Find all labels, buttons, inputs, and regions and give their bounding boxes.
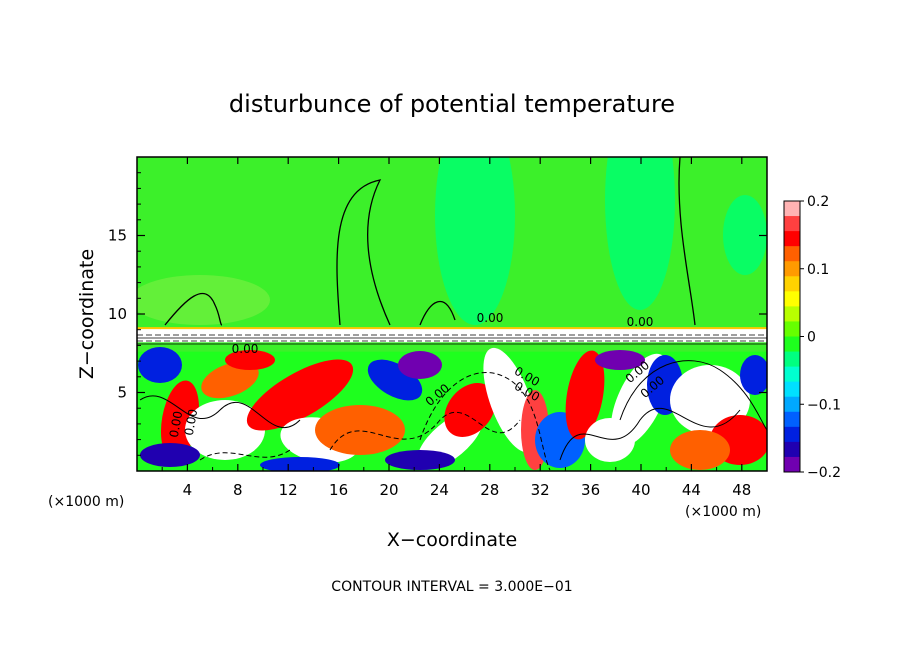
contour-label: 0.00	[167, 410, 185, 439]
field-blob	[140, 443, 200, 467]
x-tick-label: 20	[379, 481, 398, 499]
x-axis-ticks: 4 8 12 16 20 24 28 32 36 40 44 48	[161, 157, 751, 499]
colorbar-swatch	[784, 426, 800, 443]
x-tick-label: 16	[329, 481, 348, 499]
contour-label: 0.00	[182, 408, 200, 437]
field-blob	[444, 383, 496, 437]
zero-contour	[336, 179, 391, 326]
colorbar-swatch	[784, 396, 800, 413]
x-axis-label: X−coordinate	[387, 529, 517, 551]
contour-label: 0.00	[232, 342, 259, 356]
y-tick-label: 10	[108, 305, 127, 323]
field-layer: 0.00 0.000.000.000.00 0.000.000.000.000.00	[137, 157, 767, 471]
colorbar-tick-label: 0.1	[807, 262, 829, 278]
field-patch	[435, 157, 515, 325]
x-tick-label: 8	[233, 481, 243, 499]
contour-interval-note: CONTOUR INTERVAL = 3.000E−01	[331, 579, 572, 595]
field-patch	[137, 275, 270, 325]
colorbar: 0.2 0.1 0 −0.1 −0.2	[783, 194, 841, 481]
field-blob	[201, 361, 259, 399]
field-blob	[670, 430, 730, 470]
field-blob	[185, 400, 265, 460]
colorbar-swatch	[784, 456, 800, 473]
field-blob	[385, 450, 455, 470]
x-tick-label: 36	[581, 481, 600, 499]
x-unit-right: (×1000 m)	[685, 504, 761, 520]
field-blob	[225, 350, 275, 370]
field-blob	[740, 355, 767, 395]
field-blob	[315, 405, 405, 455]
y-tick-label: 15	[108, 227, 127, 245]
colorbar-swatch	[784, 261, 800, 277]
colorbar-swatch	[784, 291, 800, 307]
colorbar-swatch	[784, 201, 800, 217]
x-tick-label: 12	[279, 481, 298, 499]
colorbar-tick-label: 0.2	[807, 194, 829, 210]
lower-contour	[199, 449, 291, 461]
chart-title: disturbunce of potential temperature	[229, 90, 675, 118]
field-blob	[246, 359, 354, 431]
colorbar-swatch	[784, 366, 800, 383]
colorbar-swatch	[784, 441, 800, 458]
y-axis-label: Z−coordinate	[76, 249, 98, 379]
colorbar-swatch	[784, 411, 800, 428]
contour-label: 0.00	[627, 315, 654, 329]
field-blob	[398, 351, 442, 379]
colorbar-swatch	[784, 336, 800, 353]
colorbar-tick-label: 0	[807, 330, 816, 346]
x-tick-label: 28	[480, 481, 499, 499]
colorbar-swatch	[784, 351, 800, 368]
x-tick-label: 4	[183, 481, 193, 499]
zero-contour	[164, 292, 223, 326]
x-tick-label: 32	[531, 481, 550, 499]
colorbar-swatch	[784, 246, 800, 262]
field-patch	[723, 195, 767, 275]
y-axis-ticks: 5 10 15	[108, 172, 767, 456]
zero-contour	[419, 300, 456, 326]
field-blob	[367, 359, 423, 401]
colorbar-swatch	[784, 216, 800, 232]
field-blob	[565, 350, 605, 440]
x-tick-label: 24	[430, 481, 449, 499]
x-tick-label: 48	[732, 481, 751, 499]
lower-contour	[619, 360, 767, 431]
colorbar-swatch	[784, 231, 800, 247]
plot-area: 0.00 0.000.000.000.00 0.000.000.000.000.00	[136, 156, 768, 472]
lower-contour	[329, 411, 521, 451]
colorbar-swatch	[784, 321, 800, 337]
contour-label: 0.00	[477, 311, 504, 325]
field-blob	[595, 350, 645, 370]
field-blob	[138, 347, 182, 383]
colorbar-tick-label: −0.2	[807, 465, 841, 481]
y-tick-label: 5	[117, 384, 127, 402]
lower-contour	[559, 407, 741, 461]
colorbar-tick-label: −0.1	[807, 397, 841, 413]
field-blob	[260, 457, 340, 471]
zero-contour	[678, 157, 696, 326]
x-unit-left: (×1000 m)	[48, 494, 124, 510]
colorbar-swatch	[784, 306, 800, 322]
lower-contour	[139, 395, 301, 428]
x-tick-label: 40	[631, 481, 650, 499]
field-patch	[605, 157, 675, 310]
colorbar-swatch	[784, 276, 800, 292]
colorbar-swatch	[784, 381, 800, 398]
x-tick-label: 44	[682, 481, 701, 499]
